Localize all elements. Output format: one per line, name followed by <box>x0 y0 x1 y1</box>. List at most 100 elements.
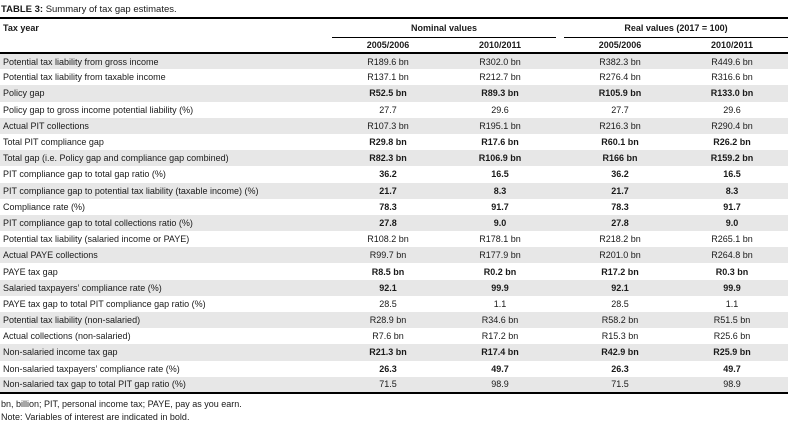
value-cell: 71.5 <box>564 376 676 394</box>
value-cell: 16.5 <box>723 169 741 180</box>
value-cell: 29.6 <box>723 104 741 115</box>
column-header-real-2010-2011: 2010/2011 <box>676 37 788 54</box>
row-label: Potential tax liability (salaried income… <box>3 234 190 245</box>
column-gap-cell <box>556 85 564 102</box>
value-cell: 92.1 <box>332 279 444 296</box>
value-cell: 49.7 <box>491 363 509 374</box>
value-cell: R382.3 bn <box>564 53 676 70</box>
value-cell: 8.3 <box>676 182 788 199</box>
value-cell: R195.1 bn <box>444 117 556 134</box>
table-row: Policy gap R52.5 bn R89.3 bn R105.9 bn R133.… <box>0 85 788 102</box>
table-row: PIT compliance gap to total collections … <box>0 214 788 232</box>
row-label: Potential tax liability from gross incom… <box>0 53 332 70</box>
value-cell: R137.1 bn <box>367 72 409 83</box>
value-cell: 99.9 <box>676 279 788 296</box>
column-gap-cell <box>556 279 564 296</box>
column-gap-cell <box>556 166 564 182</box>
column-gap-cell <box>556 134 564 150</box>
value-cell: R51.5 bn <box>676 312 788 329</box>
value-cell: 8.3 <box>444 182 556 199</box>
value-cell: 29.6 <box>491 104 509 115</box>
table-row: Non-salaried income tax gap R21.3 bn R17.4… <box>0 344 788 361</box>
value-cell: R133.0 bn <box>676 85 788 102</box>
table-row: Actual PAYE collections R99.7 bn R177.9 bn… <box>0 247 788 264</box>
value-cell: 78.3 <box>379 201 397 212</box>
row-label: Salaried taxpayers’ compliance rate (%) <box>0 279 332 296</box>
value-cell: R60.1 bn <box>601 137 639 148</box>
table-caption-label: TABLE 3: <box>1 4 44 15</box>
table-row: Total gap (i.e. Policy gap and complianc… <box>0 150 788 167</box>
table-row: Non-salaried tax gap to total PIT gap ra… <box>0 376 788 394</box>
column-gap-cell <box>556 69 564 85</box>
value-cell: R21.3 bn <box>332 344 444 361</box>
column-gap-cell <box>556 376 564 394</box>
column-header-nominal-2005-2006: 2005/2006 <box>332 37 444 54</box>
value-cell: R17.2 bn <box>481 331 519 342</box>
value-cell: R15.3 bn <box>601 331 639 342</box>
column-gap-cell <box>556 182 564 199</box>
value-cell: R17.2 bn <box>601 266 639 277</box>
footnote-abbreviations: bn, billion; PIT, personal income tax; P… <box>1 398 242 409</box>
value-cell: R25.6 bn <box>713 331 751 342</box>
table-row: PAYE tax gap R8.5 bn R0.2 bn R17.2 bn R0.3 b… <box>0 263 788 279</box>
value-cell: R201.0 bn <box>564 247 676 264</box>
table-row: Actual collections (non-salaried) R7.6 bn… <box>0 328 788 344</box>
value-cell: R216.3 bn <box>564 117 676 134</box>
column-header-nominal-2010-2011: 2010/2011 <box>444 37 556 54</box>
table-row: Salaried taxpayers’ compliance rate (%) 9… <box>0 279 788 296</box>
value-cell: 28.5 <box>611 298 629 309</box>
footnotes: bn, billion; PIT, personal income tax; P… <box>0 394 788 424</box>
value-cell: R25.9 bn <box>676 344 788 361</box>
table-caption-text: Summary of tax gap estimates. <box>45 4 177 15</box>
value-cell: 27.7 <box>379 104 397 115</box>
value-cell: 78.3 <box>611 201 629 212</box>
table-row: Actual PIT collections R107.3 bn R195.1 bn… <box>0 117 788 134</box>
column-gap-cell <box>556 361 564 377</box>
row-label: PAYE tax gap <box>3 266 58 277</box>
value-cell: R52.5 bn <box>332 85 444 102</box>
row-label: Policy gap to gross income potential lia… <box>3 104 194 115</box>
value-cell: 27.7 <box>611 104 629 115</box>
column-gap-cell <box>556 199 564 215</box>
value-cell: 27.8 <box>332 214 444 232</box>
value-cell: 91.7 <box>491 201 509 212</box>
footnote-bold-note: Note: Variables of interest are indicate… <box>1 411 190 422</box>
value-cell: R7.6 bn <box>372 331 404 342</box>
value-cell: 98.9 <box>444 376 556 394</box>
row-label: Potential tax liability from taxable inc… <box>3 72 166 83</box>
row-label: PIT compliance gap to total gap ratio (%… <box>3 169 166 180</box>
column-gap-cell <box>556 102 564 118</box>
row-label: Potential tax liability (non-salaried) <box>0 312 332 329</box>
row-label: PIT compliance gap to total collections … <box>0 214 332 232</box>
value-cell: R107.3 bn <box>332 117 444 134</box>
row-label: Non-salaried income tax gap <box>0 344 332 361</box>
value-cell: R17.4 bn <box>444 344 556 361</box>
row-label: Actual PAYE collections <box>0 247 332 264</box>
value-cell: 26.3 <box>611 363 629 374</box>
value-cell: R108.2 bn <box>367 234 409 245</box>
column-header-real-2005-2006: 2005/2006 <box>564 37 676 54</box>
value-cell: 36.2 <box>611 169 629 180</box>
value-cell: R26.2 bn <box>713 137 751 148</box>
value-cell: 26.3 <box>379 363 397 374</box>
value-cell: 1.1 <box>725 298 739 309</box>
row-label: Actual PIT collections <box>0 117 332 134</box>
table-body: Potential tax liability from gross incom… <box>0 53 788 394</box>
table-row: Potential tax liability from gross incom… <box>0 53 788 70</box>
column-gap-cell <box>556 344 564 361</box>
value-cell: R264.8 bn <box>676 247 788 264</box>
value-cell: 28.5 <box>379 298 397 309</box>
column-gap-cell <box>556 312 564 329</box>
value-cell: R34.6 bn <box>444 312 556 329</box>
column-gap-cell <box>556 53 564 70</box>
row-label: Non-salaried taxpayers’ compliance rate … <box>3 363 180 374</box>
column-gap-cell <box>556 231 564 247</box>
row-label: PAYE tax gap to total PIT compliance gap… <box>3 298 206 309</box>
table-row: Potential tax liability from taxable inc… <box>0 69 788 85</box>
value-cell: R166 bn <box>564 150 676 167</box>
column-header-tax-year: Tax year <box>0 18 332 54</box>
row-label: PIT compliance gap to potential tax liab… <box>0 182 332 199</box>
value-cell: 36.2 <box>379 169 397 180</box>
table-header: Tax year Nominal values Real values (201… <box>0 18 788 54</box>
